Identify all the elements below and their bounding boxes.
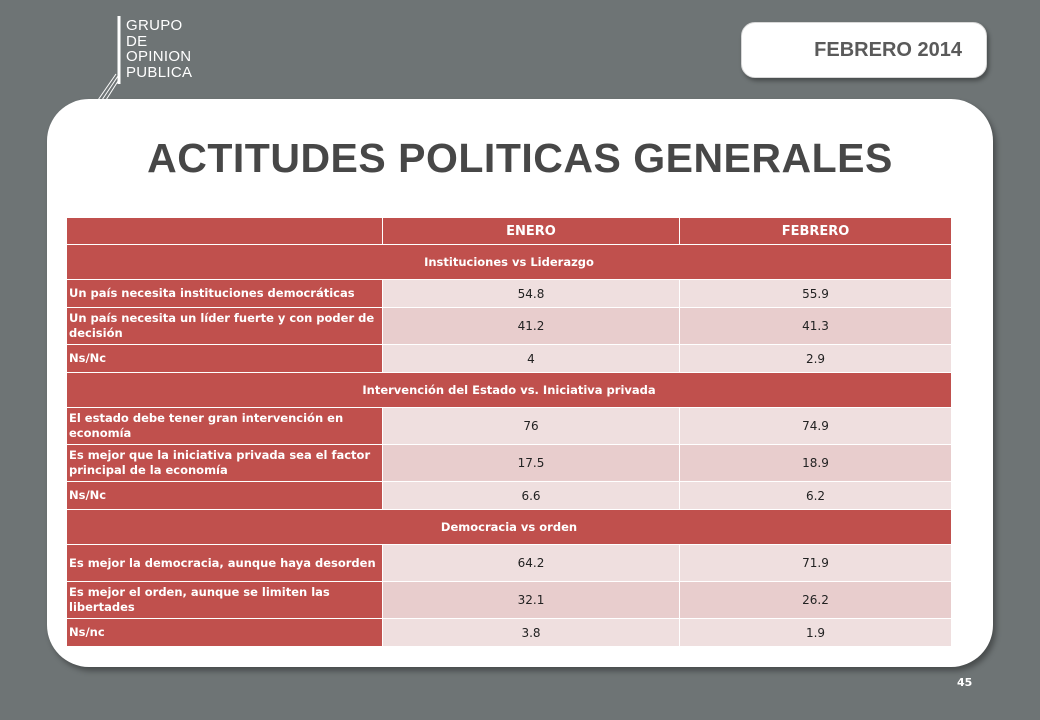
logo-line: GRUPO [126, 17, 183, 34]
febrero-value: 41.3 [679, 307, 952, 345]
results-table: ENERO FEBRERO Instituciones vs Liderazgo… [66, 217, 952, 647]
table-row: Ns/Nc 4 2.9 [66, 344, 952, 373]
logo-mark-icon [97, 16, 121, 101]
logo-line: DE [126, 32, 148, 50]
page-title: ACTITUDES POLITICAS GENERALES [147, 135, 893, 181]
febrero-value: 55.9 [679, 279, 952, 308]
row-label: El estado debe tener gran intervención e… [66, 407, 383, 445]
section-row: Intervención del Estado vs. Iniciativa p… [66, 372, 952, 408]
febrero-value: 2.9 [679, 344, 952, 373]
row-label: Es mejor la democracia, aunque haya deso… [66, 544, 383, 582]
table-row: Un país necesita instituciones democráti… [66, 279, 952, 308]
table-row: Ns/nc 3.8 1.9 [66, 618, 952, 647]
logo-line: OPINION [126, 48, 192, 65]
column-header-enero: ENERO [382, 217, 680, 245]
febrero-value: 1.9 [679, 618, 952, 647]
logo-text: GRUPO DE OPINION PUBLICA [126, 18, 192, 80]
enero-value: 41.2 [382, 307, 680, 345]
date-badge: FEBRERO 2014 [741, 22, 987, 78]
row-label: Es mejor que la iniciativa privada sea e… [66, 444, 383, 482]
row-label: Ns/nc [66, 618, 383, 647]
enero-value: 76 [382, 407, 680, 445]
page-number: 45 [957, 676, 973, 689]
table-row: Es mejor el orden, aunque se limiten las… [66, 581, 952, 619]
section-row: Instituciones vs Liderazgo [66, 244, 952, 280]
enero-value: 54.8 [382, 279, 680, 308]
row-label: Ns/Nc [66, 481, 383, 510]
table-row: Ns/Nc 6.6 6.2 [66, 481, 952, 510]
enero-value: 64.2 [382, 544, 680, 582]
section-heading: Instituciones vs Liderazgo [66, 244, 952, 280]
section-row: Democracia vs orden [66, 509, 952, 545]
febrero-value: 18.9 [679, 444, 952, 482]
febrero-value: 6.2 [679, 481, 952, 510]
febrero-value: 74.9 [679, 407, 952, 445]
enero-value: 6.6 [382, 481, 680, 510]
column-header-empty [66, 217, 383, 245]
enero-value: 4 [382, 344, 680, 373]
row-label: Un país necesita instituciones democráti… [66, 279, 383, 308]
section-heading: Democracia vs orden [66, 509, 952, 545]
row-label: Un país necesita un líder fuerte y con p… [66, 307, 383, 345]
logo-line: PUBLICA [126, 63, 193, 81]
column-header-febrero: FEBRERO [679, 217, 952, 245]
table-row: Es mejor que la iniciativa privada sea e… [66, 444, 952, 482]
logo: GRUPO DE OPINION PUBLICA [92, 14, 232, 104]
section-heading: Intervención del Estado vs. Iniciativa p… [66, 372, 952, 408]
febrero-value: 26.2 [679, 581, 952, 619]
enero-value: 17.5 [382, 444, 680, 482]
enero-value: 3.8 [382, 618, 680, 647]
table-row: El estado debe tener gran intervención e… [66, 407, 952, 445]
row-label: Ns/Nc [66, 344, 383, 373]
enero-value: 32.1 [382, 581, 680, 619]
table-row: Es mejor la democracia, aunque haya deso… [66, 544, 952, 582]
febrero-value: 71.9 [679, 544, 952, 582]
row-label: Es mejor el orden, aunque se limiten las… [66, 581, 383, 619]
table-header-row: ENERO FEBRERO [66, 217, 952, 245]
table-row: Un país necesita un líder fuerte y con p… [66, 307, 952, 345]
